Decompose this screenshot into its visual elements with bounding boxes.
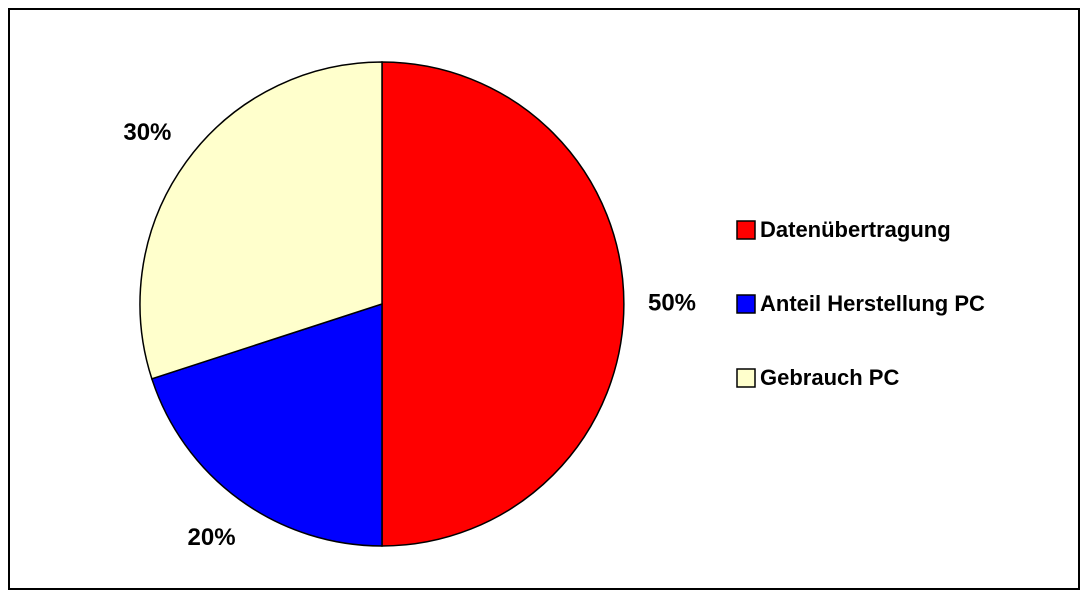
legend-swatch [736,220,756,240]
legend-label: Datenübertragung [760,217,951,242]
pie-slice [150,302,383,547]
legend-swatch [736,294,756,314]
data-label: 50% [648,289,696,316]
data-label: 20% [188,524,236,551]
legend-label: Anteil Herstellung PC [760,291,985,316]
legend-label: Gebrauch PC [760,365,899,390]
data-label: 30% [123,119,171,146]
legend-swatch [736,368,756,388]
pie-slice [381,61,625,547]
pie-slice [139,61,383,380]
